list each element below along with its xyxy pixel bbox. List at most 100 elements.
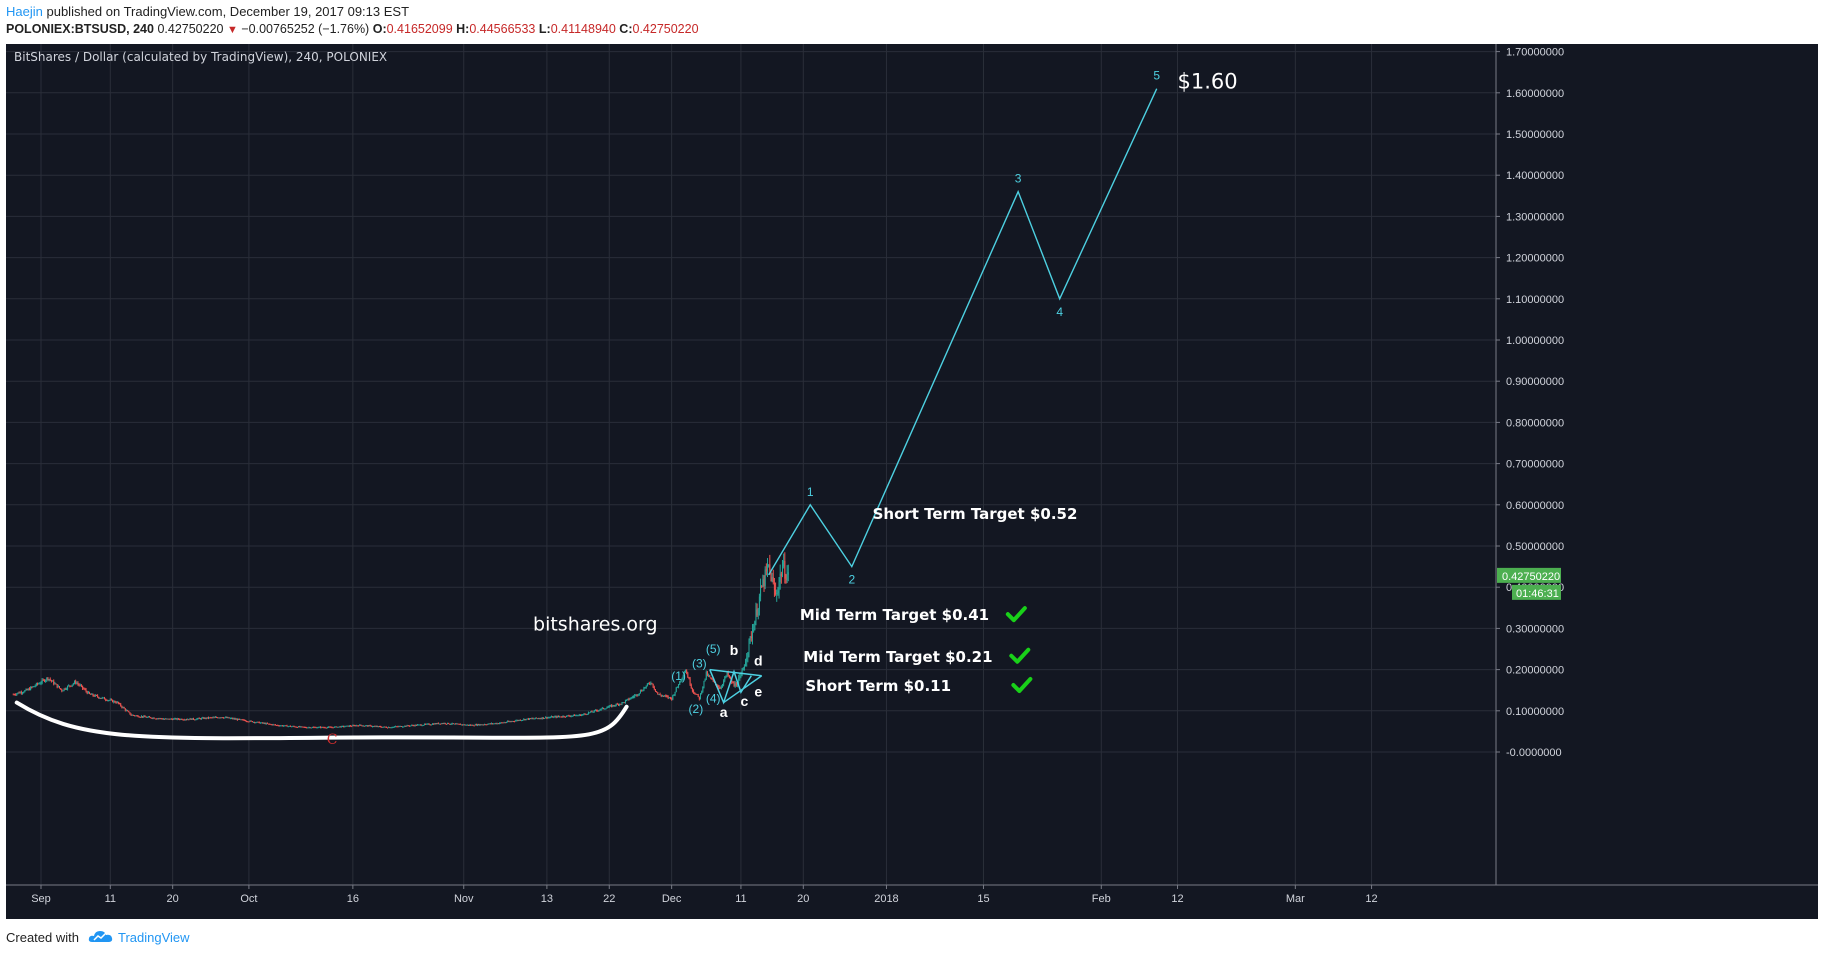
- candle-body: [64, 688, 66, 690]
- candle-body: [607, 706, 609, 708]
- candle-body: [758, 596, 760, 609]
- candle-body: [682, 676, 684, 679]
- candle-body: [71, 684, 73, 686]
- candle-body: [710, 677, 712, 679]
- candle-body: [569, 716, 571, 718]
- candle-body: [778, 581, 780, 592]
- candle-body: [352, 725, 354, 727]
- candle-body: [106, 700, 108, 702]
- candle-body: [353, 725, 355, 727]
- candle-body: [602, 707, 604, 709]
- candle-body: [273, 724, 275, 726]
- candle-body: [396, 726, 398, 728]
- candle-body: [46, 677, 48, 681]
- candle-body: [293, 726, 295, 728]
- candle-body: [442, 723, 444, 725]
- candle-body: [463, 724, 465, 726]
- sub-wave-label: (5): [706, 642, 721, 656]
- candle-body: [786, 574, 788, 580]
- candle-body: [241, 719, 243, 721]
- candle-body: [264, 722, 266, 725]
- candle-body: [369, 725, 371, 727]
- tradingview-cloud-icon[interactable]: [88, 928, 114, 944]
- candle-body: [456, 723, 458, 725]
- candle-body: [727, 672, 729, 676]
- candle-body: [770, 569, 772, 582]
- candle-body: [496, 723, 498, 725]
- candle-body: [628, 698, 630, 700]
- candle-body: [85, 689, 87, 692]
- candle-body: [42, 679, 44, 681]
- candle-body: [203, 717, 205, 719]
- candle-body: [400, 726, 402, 728]
- candle-body: [385, 727, 387, 729]
- candle-body: [54, 683, 56, 685]
- candle-body: [542, 717, 544, 719]
- candle-body: [95, 695, 97, 697]
- candle-body: [355, 725, 357, 727]
- candle-body: [317, 727, 319, 729]
- candle-body: [665, 695, 667, 697]
- author-link[interactable]: Haejin: [6, 4, 43, 19]
- candle-body: [776, 593, 778, 595]
- candle-body: [39, 683, 41, 685]
- rounded-bottom-curve: [14, 700, 629, 741]
- candle-body: [686, 670, 688, 674]
- candle-body: [125, 710, 127, 712]
- candle-body: [549, 717, 551, 719]
- candle-body: [198, 718, 200, 720]
- candle-body: [585, 713, 587, 715]
- candle-body: [615, 703, 617, 706]
- candle-body: [566, 715, 568, 717]
- candle-body: [83, 688, 85, 690]
- candle-body: [457, 723, 459, 725]
- candle-body: [768, 564, 770, 566]
- candle-body: [246, 721, 248, 723]
- candle-body: [182, 719, 184, 721]
- triangle-upper-line: [709, 668, 762, 677]
- candle-body: [761, 586, 763, 588]
- candle-body: [555, 716, 557, 718]
- candle-body: [657, 692, 659, 695]
- candle-body: [629, 698, 631, 700]
- time-tick-label: 16: [347, 893, 359, 905]
- candle-body: [514, 721, 516, 723]
- candle-body: [541, 717, 543, 719]
- candle-body: [121, 705, 123, 708]
- candle-body: [637, 694, 639, 696]
- candle-body: [638, 693, 640, 695]
- candle-body: [370, 725, 372, 727]
- time-tick-label: 15: [977, 893, 989, 905]
- candle-body: [473, 725, 475, 727]
- time-axis[interactable]: Sep 11 20 Oct 16 Nov 13 22 Dec 11 20 2018 15 Feb 12 Mar…: [6, 884, 1818, 919]
- candle-body: [147, 716, 149, 718]
- candle-body: [304, 727, 306, 729]
- candle-body: [479, 724, 481, 726]
- tradingview-link[interactable]: TradingView: [118, 930, 190, 945]
- candle-body: [620, 703, 622, 705]
- candle-body: [99, 698, 101, 700]
- candle-body: [43, 679, 45, 682]
- candle-body: [470, 724, 472, 726]
- candle-body: [418, 724, 420, 726]
- candle-body: [19, 692, 21, 694]
- candle-body: [560, 716, 562, 718]
- candle-body: [598, 710, 600, 712]
- candle-body: [459, 724, 461, 726]
- candle-body: [539, 718, 541, 720]
- candle-body: [206, 717, 208, 719]
- price-axis[interactable]: 1.70000000 1.60000000 1.50000000 1.40000000…: [1495, 44, 1818, 919]
- candle-body: [101, 697, 103, 699]
- candle-body: [292, 726, 294, 728]
- candle-body: [22, 692, 24, 694]
- candle-body: [429, 724, 431, 726]
- candle-body: [67, 686, 69, 689]
- grid-lines: [6, 44, 1496, 885]
- candle-body: [32, 686, 34, 688]
- candle-body: [501, 722, 503, 724]
- candle-body: [436, 723, 438, 725]
- candle-body: [20, 692, 22, 694]
- candle-body: [641, 690, 643, 692]
